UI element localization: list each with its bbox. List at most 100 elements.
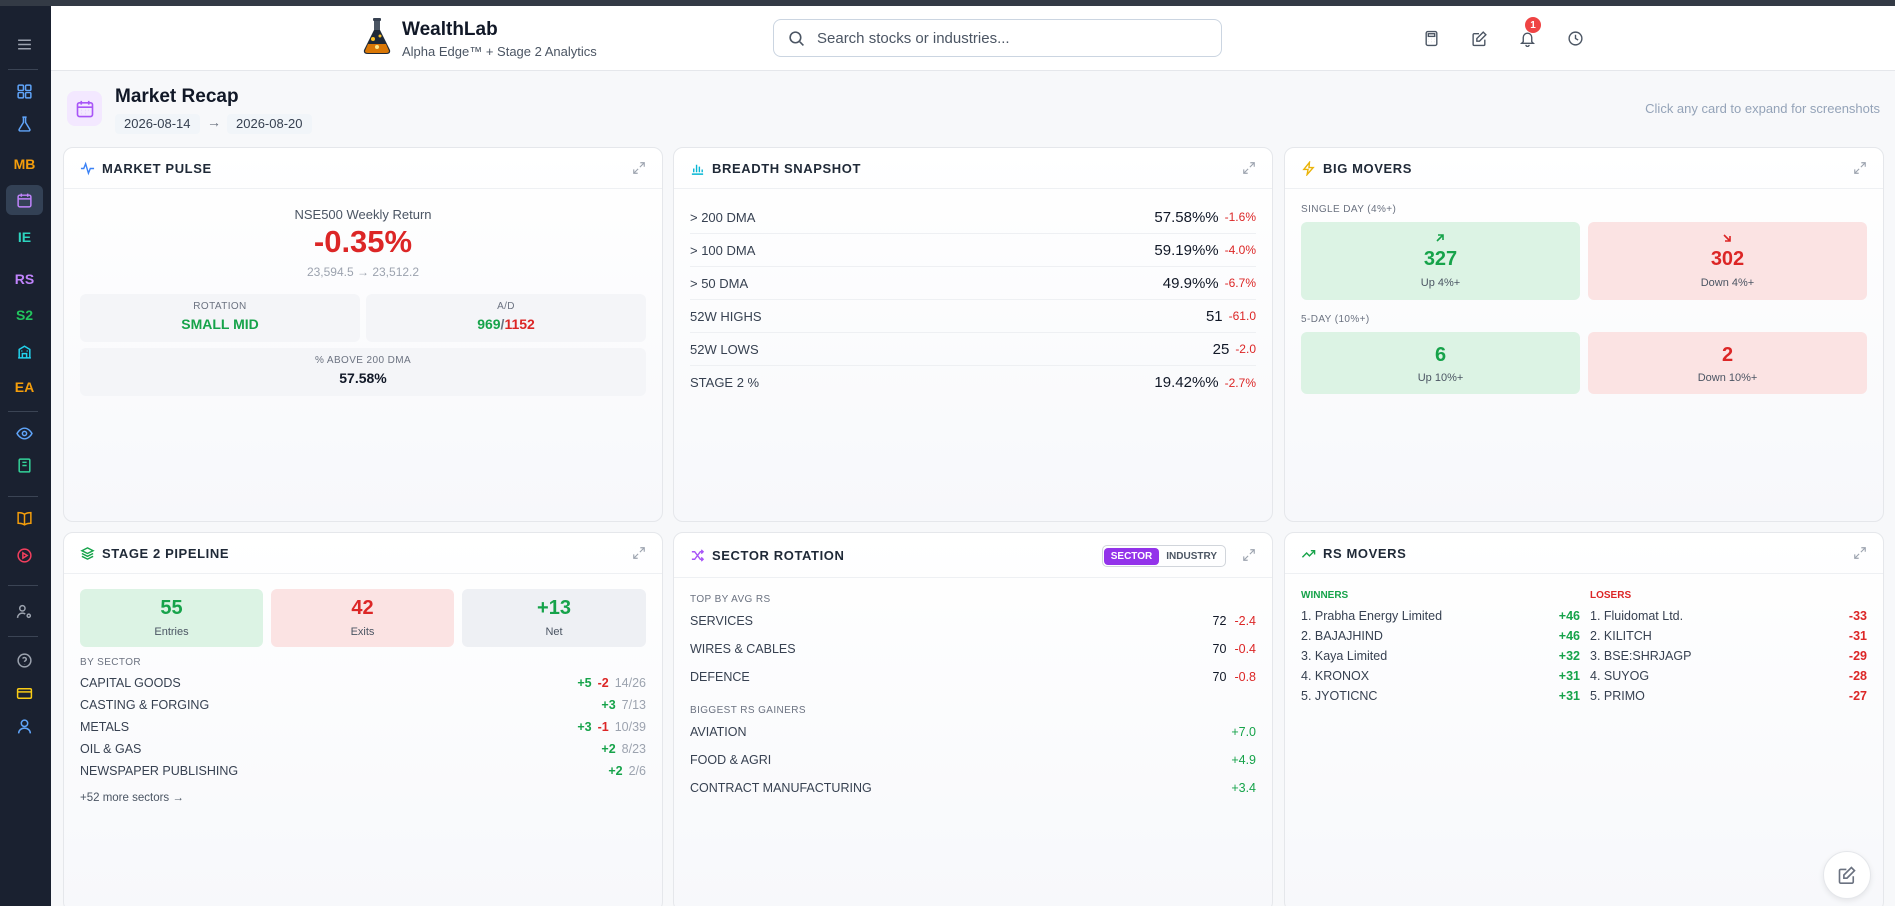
- list-item[interactable]: CAPITAL GOODS +5 -2 14/26: [80, 672, 646, 694]
- page-title: Market Recap: [115, 86, 239, 107]
- sidebar-divider: [8, 411, 38, 412]
- expand-icon[interactable]: [632, 161, 646, 175]
- sector-name: CASTING & FORGING: [80, 698, 210, 712]
- market-pulse-card[interactable]: MARKET PULSE NSE500 Weekly Return -0.35%…: [63, 147, 663, 522]
- search-input[interactable]: [817, 29, 1197, 47]
- building-icon[interactable]: [6, 336, 43, 366]
- list-item[interactable]: AVIATION +7.0: [690, 718, 1256, 746]
- list-item[interactable]: 1. Fluidomat Ltd. -33: [1590, 606, 1867, 626]
- breadth-value: 49.9%%: [1162, 274, 1219, 292]
- date-to[interactable]: 2026-08-20: [227, 114, 312, 134]
- sidebar-item-ie[interactable]: IE: [17, 229, 32, 245]
- card-header: RS MOVERS: [1285, 533, 1883, 574]
- list-item[interactable]: CASTING & FORGING +3 7/13: [80, 694, 646, 716]
- stage-2-pipeline-card[interactable]: STAGE 2 PIPELINE 55 Entries 42 Exits +13…: [63, 532, 663, 906]
- sector-ratio: 7/13: [621, 698, 646, 712]
- stock-name: 2. KILITCH: [1590, 629, 1652, 643]
- expand-icon[interactable]: [1853, 546, 1867, 560]
- breadth-row: > 50 DMA 49.9%% -6.7%: [690, 267, 1256, 300]
- list-item[interactable]: CONTRACT MANUFACTURING +3.4: [690, 774, 1256, 802]
- rs-change: -27: [1848, 689, 1867, 703]
- breadth-row: 52W HIGHS 51 -61.0: [690, 300, 1256, 333]
- user-icon[interactable]: [6, 711, 43, 741]
- logo-icon[interactable]: [361, 16, 393, 56]
- calendar-icon[interactable]: [6, 185, 43, 215]
- list-item[interactable]: 5. JYOTICNC +31: [1301, 686, 1580, 706]
- declines: 1152: [504, 316, 535, 332]
- help-icon[interactable]: [6, 645, 43, 675]
- sector-rotation-card[interactable]: SECTOR ROTATION SECTOR INDUSTRY TOP BY A…: [673, 532, 1273, 906]
- breadth-row: STAGE 2 % 19.42%% -2.7%: [690, 366, 1256, 399]
- sidebar-item-ea[interactable]: EA: [14, 379, 35, 395]
- sector-list: CAPITAL GOODS +5 -2 14/26 CASTING & FORGING…: [80, 672, 646, 782]
- sidebar: MB IE RS S2 EA: [0, 6, 51, 906]
- list-item[interactable]: 3. BSE:SHRJAGP -29: [1590, 646, 1867, 666]
- rs-change: -0.4: [1234, 642, 1256, 656]
- more-sectors-link[interactable]: +52 more sectors →: [80, 792, 184, 804]
- breadth-value: 19.42%%: [1154, 374, 1219, 391]
- floating-edit-button[interactable]: [1823, 851, 1871, 899]
- open-book-icon[interactable]: [6, 503, 43, 533]
- sector-added: +2: [608, 764, 623, 778]
- flask-icon[interactable]: [6, 108, 43, 138]
- list-item[interactable]: 3. Kaya Limited +32: [1301, 646, 1580, 666]
- card-title: SECTOR ROTATION: [712, 547, 845, 563]
- rs-change: +7.0: [1231, 725, 1256, 739]
- breadth-label: STAGE 2 %: [690, 375, 760, 390]
- list-item[interactable]: 2. BAJAJHIND +46: [1301, 626, 1580, 646]
- list-item[interactable]: METALS +3 -1 10/39: [80, 716, 646, 738]
- by-sector-label: BY SECTOR: [80, 657, 142, 668]
- card-icon[interactable]: [6, 678, 43, 708]
- sector-name: CONTRACT MANUFACTURING: [690, 781, 872, 795]
- edit-icon[interactable]: [1469, 28, 1489, 48]
- big-movers-card[interactable]: BIG MOVERS SINGLE DAY (4%+) 327 Up 4%+ 3…: [1284, 147, 1884, 522]
- list-item[interactable]: 4. SUYOG -28: [1590, 666, 1867, 686]
- list-item[interactable]: 4. KRONOX +31: [1301, 666, 1580, 686]
- sector-ratio: 8/23: [621, 742, 646, 756]
- eye-icon[interactable]: [6, 418, 43, 448]
- list-item[interactable]: NEWSPAPER PUBLISHING +2 2/6: [80, 760, 646, 782]
- list-item[interactable]: DEFENCE 70 -0.8: [690, 663, 1256, 691]
- bell-icon[interactable]: [1517, 28, 1537, 48]
- list-item[interactable]: 5. PRIMO -27: [1590, 686, 1867, 706]
- menu-icon[interactable]: [6, 29, 43, 59]
- sidebar-item-mb[interactable]: MB: [13, 156, 36, 172]
- app-title[interactable]: WealthLab: [402, 19, 498, 40]
- breadth-value: 51: [1205, 307, 1223, 325]
- date-arrow: →: [207, 114, 221, 130]
- list-item[interactable]: OIL & GAS +2 8/23: [80, 738, 646, 760]
- list-item[interactable]: 2. KILITCH -31: [1590, 626, 1867, 646]
- avg-rs-value: 72: [1212, 614, 1227, 628]
- toggle-industry[interactable]: INDUSTRY: [1166, 550, 1217, 562]
- expand-icon[interactable]: [1242, 161, 1256, 175]
- clock-icon[interactable]: [1565, 28, 1585, 48]
- list-item[interactable]: WIRES & CABLES 70 -0.4: [690, 635, 1256, 663]
- grid-icon[interactable]: [6, 76, 43, 106]
- expand-icon[interactable]: [1242, 548, 1256, 562]
- return-value: -0.35%: [313, 224, 413, 259]
- breadth-snapshot-card[interactable]: BREADTH SNAPSHOT > 200 DMA 57.58%% -1.6% >…: [673, 147, 1273, 522]
- sector-removed: -1: [597, 720, 609, 734]
- rs-movers-card[interactable]: RS MOVERS WINNERS LOSERS 1. Prabha Energ…: [1284, 532, 1884, 906]
- play-icon[interactable]: [6, 540, 43, 570]
- expand-icon[interactable]: [632, 546, 646, 560]
- rs-change: -28: [1848, 669, 1867, 683]
- stock-name: 3. Kaya Limited: [1301, 649, 1388, 663]
- list-item[interactable]: FOOD & AGRI +4.9: [690, 746, 1256, 774]
- top-avg-rs-label: TOP BY AVG RS: [690, 594, 771, 605]
- search-box[interactable]: [773, 19, 1222, 57]
- book-icon[interactable]: [6, 450, 43, 480]
- sidebar-item-s2[interactable]: S2: [15, 307, 34, 323]
- sidebar-item-rs[interactable]: RS: [14, 271, 35, 287]
- sector-ratio: 10/39: [614, 720, 646, 734]
- date-from[interactable]: 2026-08-14: [115, 114, 200, 134]
- list-item[interactable]: 1. Prabha Energy Limited +46: [1301, 606, 1580, 626]
- sector-name: WIRES & CABLES: [690, 642, 796, 656]
- user-settings-icon[interactable]: [6, 596, 43, 626]
- toggle-sector[interactable]: SECTOR: [1103, 547, 1160, 565]
- stock-name: 1. Prabha Energy Limited: [1301, 609, 1443, 623]
- calculator-icon[interactable]: [1421, 28, 1441, 48]
- above-200-label: % ABOVE 200 DMA: [314, 355, 412, 366]
- expand-icon[interactable]: [1853, 161, 1867, 175]
- list-item[interactable]: SERVICES 72 -2.4: [690, 607, 1256, 635]
